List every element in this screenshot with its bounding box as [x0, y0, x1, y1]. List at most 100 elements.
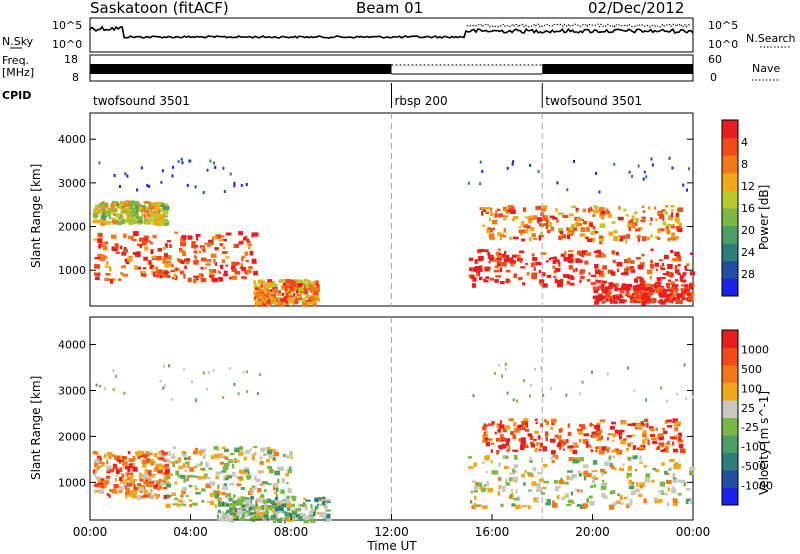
data-cell — [120, 205, 125, 209]
data-cell — [689, 252, 693, 255]
data-cell — [551, 450, 556, 455]
data-cell — [141, 213, 144, 216]
data-cell — [103, 453, 107, 459]
data-cell — [529, 435, 534, 441]
data-cell — [273, 500, 279, 504]
data-cell — [96, 219, 102, 224]
data-cell — [630, 296, 637, 299]
data-cell — [558, 212, 564, 216]
data-cell — [152, 474, 156, 477]
data-cell — [194, 185, 197, 189]
data-cell — [213, 236, 218, 239]
data-cell — [134, 201, 140, 206]
data-cell — [638, 284, 642, 290]
data-cell — [303, 518, 309, 524]
data-cell — [246, 238, 250, 243]
data-cell — [491, 442, 495, 445]
data-cell — [181, 235, 187, 239]
data-cell — [241, 257, 244, 262]
data-cell — [488, 438, 493, 441]
data-cell — [157, 456, 161, 460]
data-cell — [482, 505, 488, 509]
data-cell — [577, 222, 583, 227]
data-cell — [301, 298, 305, 303]
data-cell — [481, 206, 487, 210]
data-cell — [137, 209, 141, 212]
data-cell — [127, 480, 131, 483]
data-cell — [541, 205, 548, 210]
data-cell — [524, 428, 530, 432]
data-cell — [600, 214, 606, 217]
data-cell — [134, 265, 138, 270]
data-cell — [189, 474, 195, 478]
data-cell — [159, 274, 163, 279]
data-cell — [483, 249, 489, 253]
data-cell — [640, 296, 645, 301]
data-cell — [175, 460, 179, 464]
data-cell — [253, 505, 257, 508]
data-cell — [663, 289, 668, 293]
data-cell — [266, 294, 270, 298]
data-cell — [153, 483, 159, 488]
data-cell — [120, 245, 123, 250]
data-cell — [260, 493, 264, 498]
data-cell — [152, 218, 159, 222]
data-cell — [104, 203, 109, 208]
data-cell — [308, 510, 314, 516]
data-cell — [510, 263, 515, 267]
data-cell — [241, 266, 246, 272]
data-cell — [324, 506, 329, 509]
data-cell — [673, 498, 678, 503]
data-cell — [613, 300, 618, 304]
colorbar-swatch — [722, 278, 738, 297]
data-cell — [256, 302, 262, 306]
data-cell — [482, 426, 487, 431]
data-cell — [296, 290, 299, 294]
data-cell — [481, 169, 484, 173]
data-cell — [545, 260, 549, 263]
data-cell — [255, 503, 259, 508]
data-cell — [93, 238, 98, 241]
data-cell — [318, 503, 323, 507]
data-cell — [195, 278, 199, 281]
data-cell — [319, 512, 324, 518]
data-cell — [600, 284, 605, 288]
data-cell — [153, 485, 158, 490]
data-cell — [663, 430, 668, 434]
nave-label: Nave — [752, 62, 780, 75]
data-cell — [285, 472, 290, 477]
data-cell — [472, 394, 475, 398]
data-cell — [677, 493, 682, 496]
data-cell — [251, 232, 254, 238]
data-cell — [156, 480, 162, 485]
data-cell — [94, 458, 100, 464]
data-cell — [602, 265, 608, 270]
data-cell — [661, 263, 665, 267]
data-cell — [270, 468, 273, 472]
data-cell — [102, 207, 106, 213]
data-cell — [273, 451, 279, 457]
data-cell — [478, 248, 484, 253]
data-cell — [262, 289, 267, 292]
cpid-row: twofsound 3501 rbsp 200 twofsound 3501 — [93, 83, 642, 108]
data-cell — [163, 486, 168, 490]
data-cell — [162, 364, 165, 368]
data-cell — [180, 260, 185, 265]
data-cell — [112, 219, 119, 225]
data-cell — [145, 479, 149, 483]
data-cell — [98, 243, 102, 249]
data-cell — [566, 188, 569, 192]
data-cell — [284, 297, 291, 300]
data-cell — [670, 209, 674, 212]
data-cell — [668, 468, 671, 471]
data-cell — [202, 267, 207, 270]
data-cell — [605, 447, 611, 450]
data-cell — [232, 494, 236, 498]
data-cell — [579, 269, 586, 274]
data-cell — [210, 276, 213, 279]
data-cell — [647, 440, 650, 445]
data-cell — [590, 485, 594, 489]
data-cell — [274, 484, 278, 488]
data-cell — [269, 289, 273, 293]
